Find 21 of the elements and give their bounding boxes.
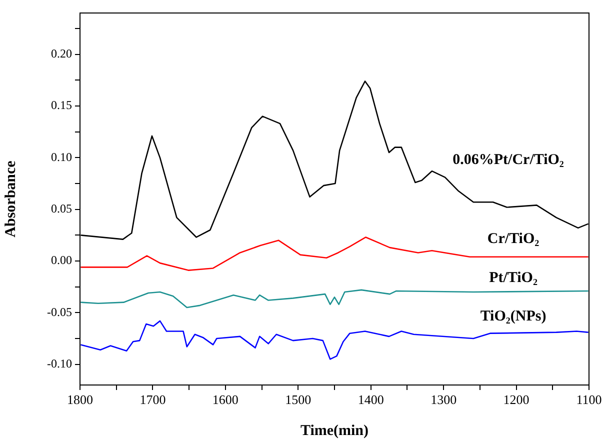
y-tick-label: -0.05 [47, 304, 72, 319]
series-label: Pt/TiO₂ [489, 270, 538, 286]
y-axis-title: Absorbance [2, 160, 19, 238]
x-tick-label: 1200 [503, 392, 530, 408]
x-axis-title: Time(min) [300, 422, 369, 439]
series-label: TiO₂(NPs) [480, 308, 546, 324]
x-tick-label: 1700 [140, 392, 166, 408]
y-tick-label: 0.15 [51, 98, 72, 112]
series-label: 0.06%Pt/Cr/TiO₂ [452, 152, 564, 168]
y-tick-label: 0.05 [51, 201, 72, 216]
y-tick-label: 0.00 [51, 253, 72, 268]
y-tick-label: -0.10 [47, 356, 72, 370]
x-tick-label: 1100 [576, 392, 602, 408]
x-tick-label: 1500 [285, 392, 312, 408]
x-tick-label: 1600 [212, 392, 238, 408]
series-label: Cr/TiO₂ [487, 230, 540, 247]
x-tick-label: 1300 [430, 392, 457, 408]
x-tick-label: 1800 [67, 392, 93, 408]
x-tick-label: 1400 [358, 392, 384, 408]
y-tick-label: 0.20 [51, 46, 72, 60]
y-tick-label: 0.10 [51, 150, 72, 164]
